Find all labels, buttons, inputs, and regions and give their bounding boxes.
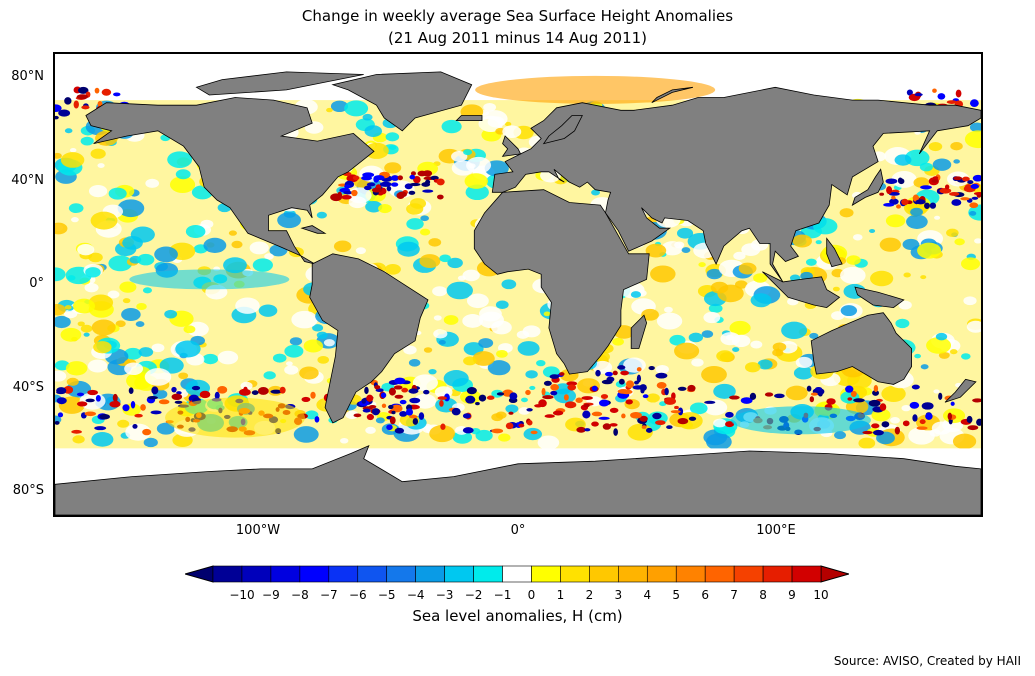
lat-tick-80s: 80°S	[12, 483, 44, 498]
land-uk	[501, 135, 522, 157]
colorbar-tick-label: −8	[291, 588, 309, 602]
land-svalbard-novaya	[651, 86, 693, 104]
colorbar-tick-label: −5	[377, 588, 396, 602]
colorbar-tick-label: −1	[493, 588, 512, 602]
lat-tick-80n: 80°N	[11, 69, 44, 84]
colorbar-swatch	[386, 565, 416, 583]
land-sri-lanka-philippines	[826, 237, 843, 268]
land-scandinavia-sea	[542, 115, 583, 145]
sea-surface-height-map	[55, 71, 981, 515]
map-title: Change in weekly average Sea Surface Hei…	[301, 7, 734, 25]
colorbar-swatch	[241, 565, 272, 583]
land-iceland	[455, 115, 483, 121]
colorbar-swatch	[444, 565, 474, 583]
colorbar-swatch	[328, 565, 359, 583]
colorbar-swatch	[415, 565, 445, 583]
colorbar-swatch	[299, 565, 330, 583]
lat-tick-0: 0°	[29, 276, 44, 291]
colorbar-tick-label: 1	[556, 588, 565, 602]
colorbar-swatch	[675, 565, 706, 583]
colorbar	[185, 565, 849, 583]
colorbar-swatch	[791, 565, 822, 583]
colorbar-swatch	[502, 565, 532, 583]
colorbar-tick-label: 5	[672, 588, 681, 602]
colorbar-tick-label: −10	[229, 588, 255, 602]
colorbar-tick-label: 7	[730, 588, 738, 602]
colorbar-tick-label: −9	[262, 588, 280, 602]
land-africa	[473, 189, 650, 375]
lat-tick-40n: 40°N	[11, 173, 44, 188]
map-panel	[53, 52, 983, 517]
land-arctic-islands	[195, 71, 364, 96]
colorbar-tick-label: −2	[464, 588, 483, 602]
land-greenland	[331, 71, 473, 132]
land-indonesia	[762, 271, 841, 309]
land-new-zealand	[944, 378, 977, 403]
colorbar-swatch	[357, 565, 388, 583]
colorbar-tick-label: 8	[759, 588, 767, 602]
colorbar-swatch	[733, 565, 764, 583]
colorbar-tick-label: 0	[527, 588, 536, 602]
source-credit: Source: AVISO, Created by HAII	[833, 654, 1021, 668]
colorbar-label: Sea level anomalies, H (cm)	[412, 607, 623, 625]
landmasses	[55, 71, 981, 515]
map-subtitle: (21 Aug 2011 minus 14 Aug 2011)	[387, 29, 648, 47]
colorbar-swatch	[589, 565, 619, 583]
lat-tick-40s: 40°S	[12, 380, 44, 395]
colorbar-swatch	[762, 565, 793, 583]
colorbar-extend-high	[820, 565, 849, 583]
colorbar-tick-label: −6	[348, 588, 367, 602]
lon-tick-0: 0°	[510, 523, 526, 538]
land-south-america	[309, 253, 429, 424]
colorbar-tick-label: 4	[643, 588, 652, 602]
land-eurasia	[491, 86, 981, 283]
colorbar-swatch	[646, 565, 677, 583]
land-australia	[810, 312, 912, 385]
colorbar-swatch	[270, 565, 301, 583]
colorbar-swatch	[473, 565, 503, 583]
colorbar-tick-label: 3	[614, 588, 623, 602]
colorbar-swatch	[560, 565, 590, 583]
land-north-america	[85, 97, 375, 265]
colorbar-tick-label: 2	[585, 588, 594, 602]
colorbar-tick-label: −4	[406, 588, 425, 602]
colorbar-swatch	[531, 565, 561, 583]
lon-tick-100w: 100°W	[235, 523, 281, 538]
land-borneo-new-guinea	[854, 286, 905, 309]
land-japan	[851, 168, 884, 206]
land-antarctica	[55, 445, 981, 515]
colorbar-swatch	[704, 565, 735, 583]
colorbar-tick-label: −7	[319, 588, 338, 602]
colorbar-tick-label: 10	[813, 588, 829, 602]
colorbar-tick-label: −3	[435, 588, 454, 602]
colorbar-swatch	[618, 565, 648, 583]
lon-tick-100e: 100°E	[756, 523, 796, 538]
colorbar-swatch	[212, 565, 243, 583]
colorbar-tick-label: 6	[701, 588, 710, 602]
land-cuba	[300, 225, 327, 234]
land-madagascar	[630, 314, 648, 349]
colorbar-extend-low	[185, 565, 214, 583]
colorbar-tick-label: 9	[788, 588, 796, 602]
